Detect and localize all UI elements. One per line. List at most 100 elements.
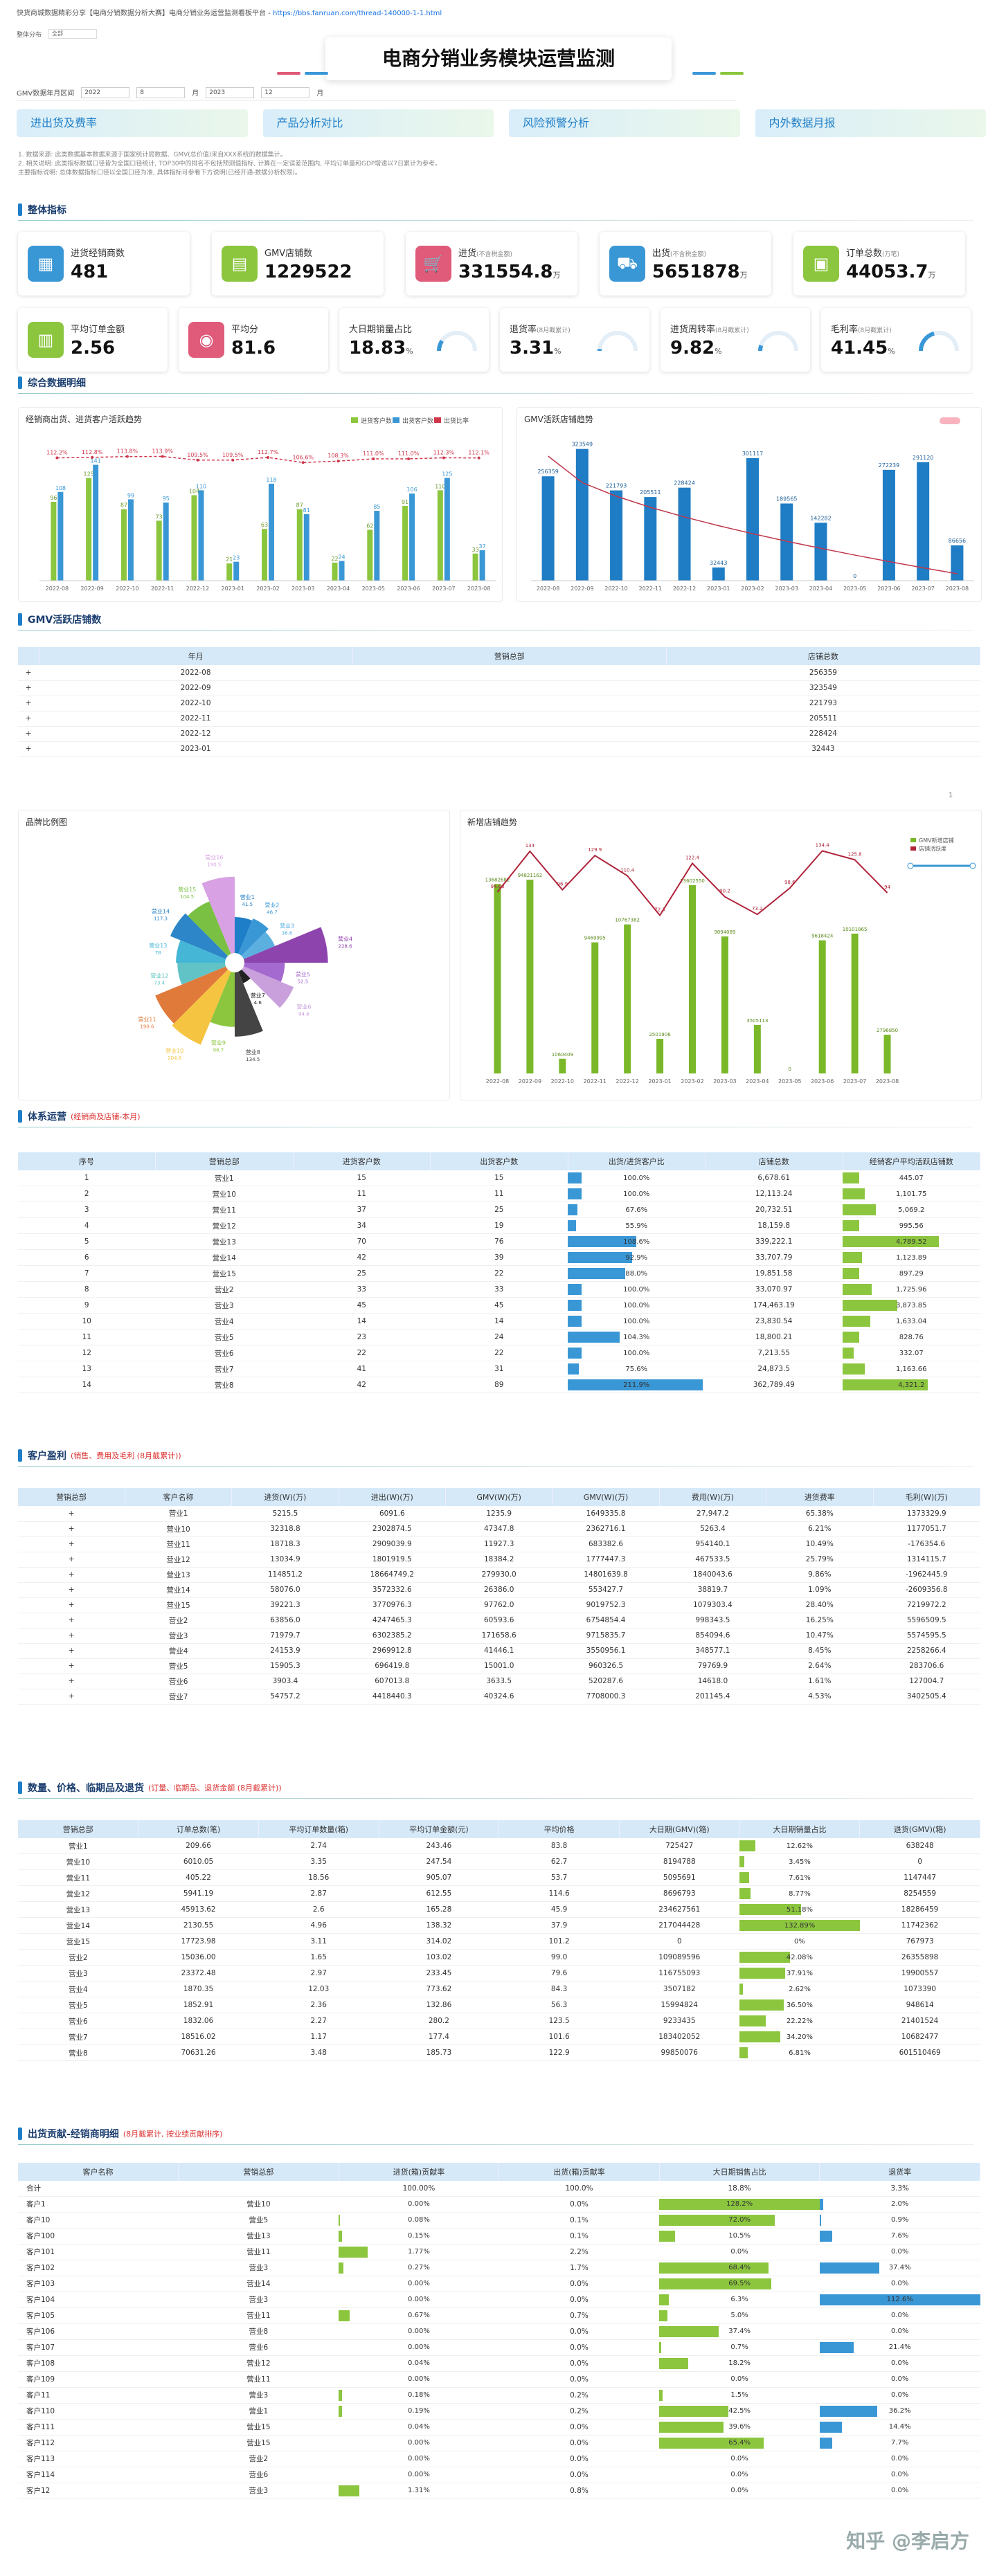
table-row[interactable]: 客户112 营业15 0.00% 0.0% 65.4% 7.7%: [18, 2435, 980, 2451]
expand-icon[interactable]: +: [18, 741, 39, 757]
col-header[interactable]: 退货(GMV)(箱): [859, 1820, 980, 1838]
table-row[interactable]: +2022-12 228424: [18, 726, 980, 742]
col-header[interactable]: GMV(W)(万): [552, 1488, 660, 1506]
table-row[interactable]: 客户101 营业11 1.77% 2.2% 0.0% 0.0%: [18, 2244, 980, 2260]
table-row[interactable]: 客户10 营业5 0.08% 0.1% 72.0% 0.9%: [18, 2212, 980, 2229]
col-header[interactable]: 平均订单数量(箱): [258, 1820, 379, 1838]
col-header[interactable]: 出货/进货客户比: [568, 1152, 706, 1170]
table-row[interactable]: 12 营业6 22 22 100.0% 7,213.55 332.07: [18, 1345, 980, 1361]
table-row[interactable]: 营业15 17723.98 3.11 314.02 101.2 0 0% 767973: [18, 1933, 980, 1950]
col-header[interactable]: 序号: [18, 1152, 156, 1170]
table-row[interactable]: +2023-01 32443: [18, 741, 980, 757]
table-row[interactable]: 客户109 营业11 0.00% 0.0% 0.0% 0.0%: [18, 2371, 980, 2388]
table-row[interactable]: 9 营业3 45 45 100.0% 174,463.19 3,873.85: [18, 1297, 980, 1314]
end-month-select[interactable]: 12: [261, 87, 310, 98]
expand-icon[interactable]: +: [18, 665, 39, 681]
table-row[interactable]: 10 营业4 14 14 100.0% 23,830.54 1,633.04: [18, 1313, 980, 1330]
nav-tab-inout[interactable]: 进出货及费率: [17, 109, 248, 137]
expand-icon[interactable]: +: [18, 1597, 125, 1613]
table-row[interactable]: +2022-09 323549: [18, 680, 980, 696]
expand-icon[interactable]: +: [18, 726, 39, 742]
col-header[interactable]: 出货(箱)贡献率: [498, 2163, 660, 2181]
table-row[interactable]: 7 营业15 25 22 88.0% 19,851.58 897.29: [18, 1265, 980, 1282]
col-header[interactable]: 营销总部: [155, 1152, 294, 1170]
start-year-select[interactable]: 2022: [81, 87, 130, 98]
table-row[interactable]: 5 营业13 70 76 108.6% 339,222.1 4,789.52: [18, 1233, 980, 1250]
slider-handle[interactable]: [907, 862, 914, 869]
table-row[interactable]: 客户106 营业8 0.00% 0.0% 37.4% 0.0%: [18, 2323, 980, 2340]
table-row[interactable]: 营业5 1852.91 2.36 132.86 56.3 15994824 36.50% 94…: [18, 1997, 980, 2013]
end-year-select[interactable]: 2023: [206, 87, 255, 98]
table-row[interactable]: 营业3 23372.48 2.97 233.45 79.6 116755093 37.91%…: [18, 1965, 980, 1981]
nav-tab-report[interactable]: 内外数据月报: [755, 109, 986, 137]
col-header[interactable]: 进货客户数: [293, 1152, 431, 1170]
col-header[interactable]: 进出(W)(万): [339, 1488, 447, 1506]
table-row[interactable]: + 营业14 58076.0 3572332.6 26386.0 553427.7 3881…: [18, 1582, 980, 1598]
table-row[interactable]: 11 营业5 23 24 104.3% 18,800.21 828.76: [18, 1329, 980, 1345]
expand-icon[interactable]: +: [18, 680, 39, 696]
col-header[interactable]: 营销总部: [352, 647, 667, 665]
col-header[interactable]: GMV(W)(万): [445, 1488, 553, 1506]
toggle-icon[interactable]: [940, 417, 960, 424]
table-row[interactable]: +2022-10 221793: [18, 696, 980, 711]
table-row[interactable]: 营业12 5941.19 2.87 612.55 114.6 8696793 8.77% 82…: [18, 1885, 980, 1902]
expand-icon[interactable]: +: [18, 1643, 125, 1659]
table-row[interactable]: 客户105 营业11 0.67% 0.7% 5.0% 0.0%: [18, 2307, 980, 2324]
table-row[interactable]: +2022-08 256359: [18, 665, 980, 681]
table-row[interactable]: 1 营业1 15 15 100.0% 6,678.61 445.07: [18, 1170, 980, 1186]
col-header[interactable]: 平均价格: [498, 1820, 620, 1838]
nav-tab-risk[interactable]: 风险预警分析: [509, 109, 740, 137]
table-row[interactable]: + 营业4 24153.9 2969912.8 41446.1 3550956.1 3485…: [18, 1643, 980, 1659]
table-row[interactable]: 8 营业2 33 33 100.0% 33,070.97 1,725.96: [18, 1281, 980, 1298]
nav-tab-product[interactable]: 产品分析对比: [262, 109, 494, 137]
table-row[interactable]: 客户102 营业3 0.27% 1.7% 68.4% 37.4%: [18, 2260, 980, 2276]
table-row[interactable]: 14 营业8 42 89 211.9% 362,789.49 4,321.2: [18, 1377, 980, 1393]
table-row[interactable]: + 营业5 15905.3 696419.8 15001.0 960326.5 79769.…: [18, 1658, 980, 1674]
table-row[interactable]: 3 营业11 37 25 67.6% 20,732.51 5,069.2: [18, 1201, 980, 1218]
table-row[interactable]: 营业8 70631.26 3.48 185.73 122.9 99850076 6.81% 6…: [18, 2044, 980, 2061]
table-row[interactable]: 营业7 18516.02 1.17 177.4 101.6 183402052 34.20%…: [18, 2029, 980, 2045]
col-header[interactable]: 营销总部: [18, 1488, 125, 1506]
col-header[interactable]: 大日期销量占比: [739, 1820, 861, 1838]
table-row[interactable]: 客户100 营业13 0.15% 0.1% 10.5% 7.6%: [18, 2228, 980, 2244]
source-link[interactable]: https://bbs.fanruan.com/thread-140000-1-…: [272, 10, 442, 17]
expand-icon[interactable]: +: [18, 1582, 125, 1598]
table-row[interactable]: 营业10 6010.05 3.35 247.54 62.7 8194788 3.45% 0: [18, 1853, 980, 1870]
table-row[interactable]: 客户114 营业6 0.00% 0.0% 0.0% 0.0%: [18, 2467, 980, 2483]
col-header[interactable]: 客户名称: [18, 2163, 179, 2181]
table-row[interactable]: 客户12 营业3 1.31% 0.8% 0.0% 0.0%: [18, 2483, 980, 2499]
col-header[interactable]: 客户名称: [125, 1488, 233, 1506]
col-header[interactable]: 出货客户数: [430, 1152, 568, 1170]
col-header[interactable]: 年月: [39, 647, 353, 665]
col-header[interactable]: 退货率: [819, 2163, 980, 2181]
col-header[interactable]: 进货(箱)贡献率: [339, 2163, 500, 2181]
table-row[interactable]: 营业14 2130.55 4.96 138.32 37.9 217044428 132.89…: [18, 1917, 980, 1934]
table-row[interactable]: + 营业2 63856.0 4247465.3 60593.6 6754854.4 9983…: [18, 1613, 980, 1629]
col-header[interactable]: 毛利(W)(万): [873, 1488, 980, 1506]
expand-icon[interactable]: +: [18, 711, 39, 727]
col-header[interactable]: 进货(W)(万): [231, 1488, 339, 1506]
table-row[interactable]: + 营业11 18718.3 2909039.9 11927.3 683382.6 9541…: [18, 1536, 980, 1552]
table-row[interactable]: 客户1 营业10 0.00% 0.0% 128.2% 2.0%: [18, 2196, 980, 2213]
table-row[interactable]: 客户11 营业3 0.18% 0.2% 1.5% 0.0%: [18, 2387, 980, 2404]
col-header[interactable]: 大日期销售占比: [659, 2163, 820, 2181]
table-row[interactable]: 营业4 1870.35 12.03 773.62 84.3 3507182 2.62% 107…: [18, 1981, 980, 1997]
table-row[interactable]: +2022-11 205511: [18, 711, 980, 727]
table-row[interactable]: 营业13 45913.62 2.6 165.28 45.9 234627561 51.18%…: [18, 1901, 980, 1918]
table-row[interactable]: + 营业12 13034.9 1801919.5 18384.2 1777447.3 467…: [18, 1552, 980, 1568]
expand-icon[interactable]: +: [18, 1506, 125, 1522]
table-row[interactable]: 4 营业12 34 19 55.9% 18,159.8 995.56: [18, 1217, 980, 1234]
table-row[interactable]: 13 营业7 41 31 75.6% 24,873.5 1,163.66: [18, 1361, 980, 1377]
slider-handle[interactable]: [969, 862, 976, 869]
table-row[interactable]: 营业11 405.22 18.56 905.07 53.7 5095691 7.61% 114…: [18, 1869, 980, 1886]
expand-icon[interactable]: +: [18, 1674, 125, 1689]
expand-icon[interactable]: +: [18, 1613, 125, 1629]
table-row[interactable]: 客户108 营业12 0.04% 0.0% 18.2% 0.0%: [18, 2355, 980, 2372]
expand-icon[interactable]: +: [18, 1567, 125, 1583]
col-header[interactable]: 进货费率: [766, 1488, 874, 1506]
expand-icon[interactable]: +: [18, 1536, 125, 1552]
col-header[interactable]: 店铺总数: [705, 1152, 843, 1170]
table-row[interactable]: 客户104 营业3 0.00% 0.0% 6.3% 112.6%: [18, 2292, 980, 2308]
table-row[interactable]: 营业6 1832.06 2.27 280.2 123.5 9233435 22.22% 214…: [18, 2013, 980, 2029]
table-row[interactable]: + 营业3 71979.7 6302385.2 171658.6 9715835.7 854…: [18, 1628, 980, 1644]
